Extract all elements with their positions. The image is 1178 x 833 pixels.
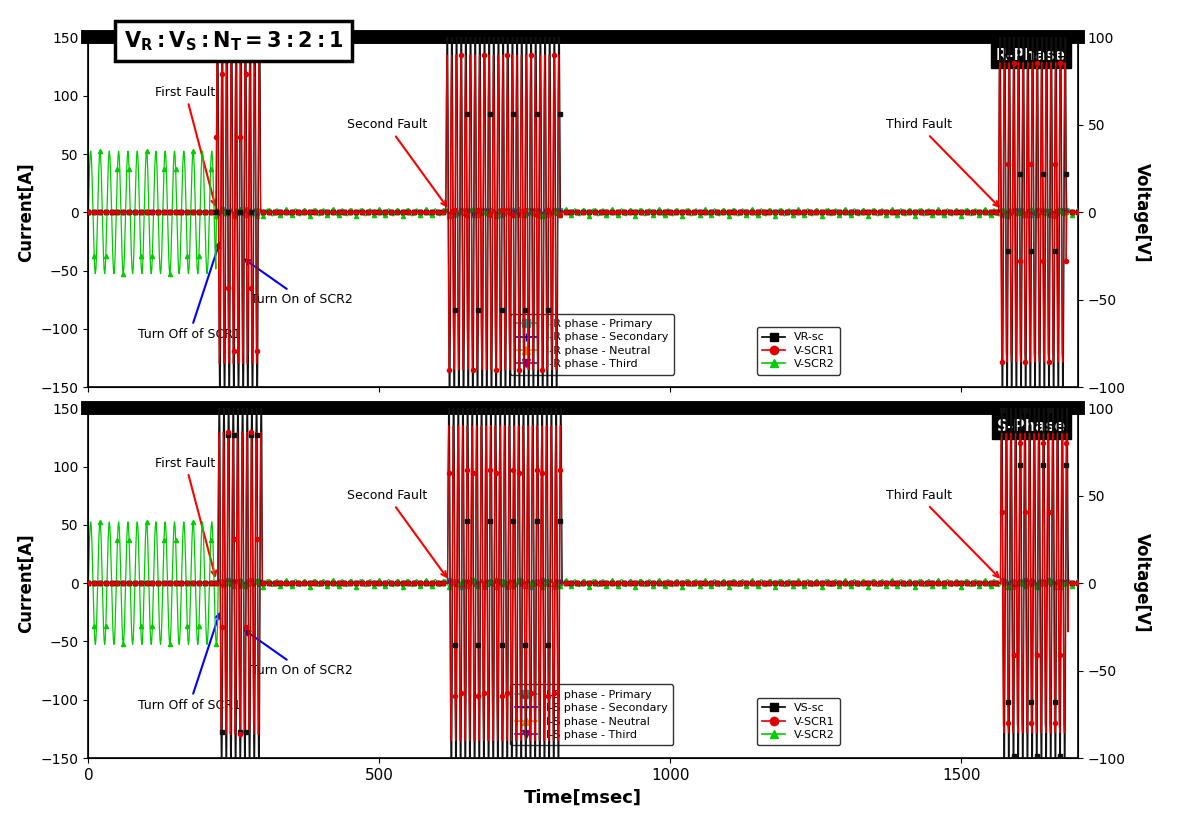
Y-axis label: Current[A]: Current[A]: [16, 162, 35, 262]
Text: Turn Off of SCR1: Turn Off of SCR1: [138, 614, 240, 712]
Text: Turn On of SCR2: Turn On of SCR2: [245, 260, 353, 307]
Text: Turn On of SCR2: Turn On of SCR2: [245, 631, 353, 677]
Text: First Fault: First Fault: [155, 86, 217, 205]
Text: Third Fault: Third Fault: [886, 489, 999, 577]
Text: Second Fault: Second Fault: [348, 118, 446, 206]
Text: First Fault: First Fault: [155, 456, 217, 576]
Legend: VS-sc, V-SCR1, V-SCR2: VS-sc, V-SCR1, V-SCR2: [757, 698, 840, 746]
Text: R-Phase: R-Phase: [997, 48, 1066, 63]
Text: S-Phase: S-Phase: [997, 419, 1066, 434]
Text: $\mathbf{V_R:V_S:N_T=3:2:1}$: $\mathbf{V_R:V_S:N_T=3:2:1}$: [124, 29, 343, 52]
Text: Second Fault: Second Fault: [348, 489, 446, 576]
Y-axis label: Voltage[V]: Voltage[V]: [1132, 533, 1151, 633]
Y-axis label: Voltage[V]: Voltage[V]: [1132, 162, 1151, 262]
Text: Turn Off of SCR1: Turn Off of SCR1: [138, 243, 240, 342]
Text: Third Fault: Third Fault: [886, 118, 999, 207]
Legend: VR-sc, V-SCR1, V-SCR2: VR-sc, V-SCR1, V-SCR2: [757, 327, 840, 375]
Y-axis label: Current[A]: Current[A]: [16, 533, 35, 633]
X-axis label: Time[msec]: Time[msec]: [524, 788, 642, 806]
